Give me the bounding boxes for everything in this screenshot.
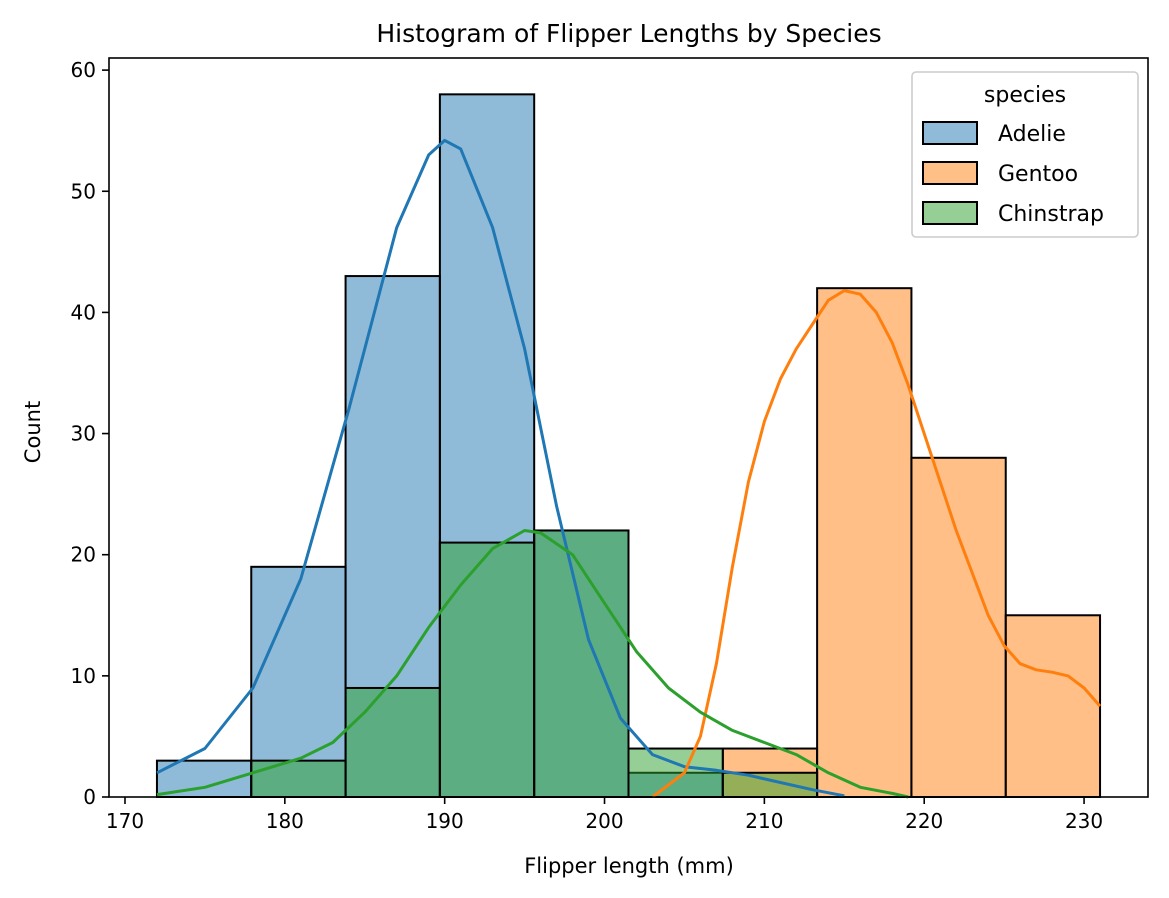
- bar-gentoo-9: [1004, 614, 1102, 798]
- bar-chinstrap-3: [438, 541, 536, 798]
- x-tick-label: 230: [1065, 809, 1103, 833]
- bar-chinstrap-6: [721, 771, 819, 799]
- legend-swatch-adelie: [922, 121, 978, 145]
- y-tick-label: 20: [71, 543, 96, 567]
- x-tick-label: 200: [585, 809, 623, 833]
- y-tick-label: 0: [83, 785, 96, 809]
- legend-swatch-chinstrap: [922, 201, 978, 225]
- kde-line-chinstrap: [156, 529, 909, 799]
- x-tick-label: 170: [106, 809, 144, 833]
- y-axis-label: Count: [21, 401, 45, 463]
- bar-chinstrap-2: [344, 686, 441, 799]
- bar-chinstrap-1: [250, 759, 347, 799]
- legend-swatch-gentoo: [922, 161, 978, 185]
- bar-chinstrap-5: [627, 747, 724, 798]
- bars-chinstrap: [250, 529, 819, 799]
- legend-label-chinstrap: Chinstrap: [998, 202, 1104, 227]
- legend-label-gentoo: Gentoo: [998, 162, 1078, 187]
- kde-line-gentoo: [651, 289, 1102, 799]
- bar-chinstrap-4: [533, 529, 630, 798]
- x-axis-label: Flipper length (mm): [524, 854, 734, 878]
- legend: species Adelie Gentoo Chinstrap: [911, 71, 1139, 238]
- chart-title: Histogram of Flipper Lengths by Species: [376, 19, 881, 48]
- legend-box: [911, 71, 1139, 238]
- y-tick-label: 30: [71, 422, 96, 446]
- kde-line-adelie: [156, 138, 845, 798]
- axes-frame: [108, 57, 1149, 798]
- bar-gentoo-8: [910, 456, 1007, 798]
- legend-label-adelie: Adelie: [998, 122, 1066, 147]
- x-tick-label: 220: [905, 809, 943, 833]
- x-tick-label: 190: [426, 809, 464, 833]
- plot-area: 170 180 190 200 210 220 230 0 10 20 30 40 50 60: [71, 57, 1149, 833]
- y-tick-label: 40: [71, 300, 96, 324]
- bar-gentoo-7: [816, 287, 913, 798]
- y-tick-label: 10: [71, 664, 96, 688]
- x-tick-label: 210: [745, 809, 783, 833]
- x-tick-label: 180: [266, 809, 304, 833]
- y-tick-label: 50: [71, 179, 96, 203]
- bars-gentoo: [721, 287, 1102, 798]
- legend-title: species: [984, 83, 1066, 108]
- y-tick-label: 60: [71, 58, 96, 82]
